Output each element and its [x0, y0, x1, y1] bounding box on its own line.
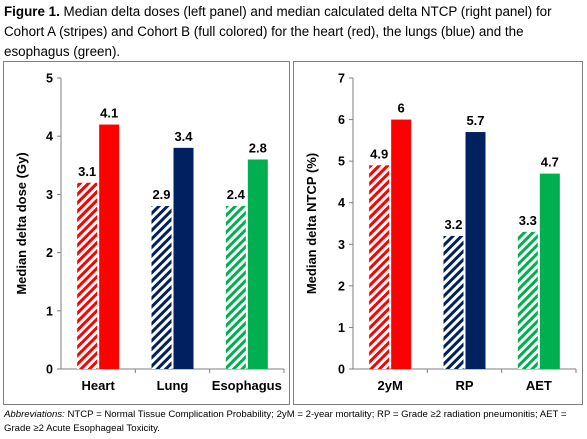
- caption-label: Figure 1.: [4, 4, 60, 19]
- footnote-label: Abbreviations:: [4, 409, 65, 420]
- y-tick-label: 0: [338, 363, 345, 377]
- bar-cohort-b: [465, 132, 486, 369]
- delta-ntcp-chart: Median delta NTCP (%) 0 1 2 3 4 5 6 7 2yM 4.9 6 RP 3.…: [304, 72, 577, 393]
- y-tick-label: 3: [338, 238, 345, 252]
- y-tick-label: 4: [46, 130, 53, 144]
- x-tick-label: RP: [455, 378, 473, 393]
- bar-cohort-a: [443, 235, 464, 369]
- y-tick-label: 3: [46, 188, 53, 202]
- bar-cohort-a: [517, 231, 538, 369]
- bar-cohort-b: [247, 159, 268, 369]
- x-tick-label: AET: [526, 378, 552, 393]
- bar-cohort-b: [391, 119, 412, 369]
- figure-panels: Median delta dose (Gy) 0 1 2 3 4 5 Heart 3.1 4.1 L…: [3, 61, 583, 405]
- footnote: Abbreviations: NTCP = Normal Tissue Comp…: [4, 408, 584, 436]
- x-tick-label: Esophagus: [212, 378, 282, 393]
- left-panel: Median delta dose (Gy) 0 1 2 3 4 5 Heart 3.1 4.1 L…: [3, 61, 290, 405]
- x-tick-label: Lung: [157, 378, 189, 393]
- data-label: 3.2: [444, 217, 462, 232]
- data-label: 2.8: [249, 140, 267, 155]
- x-tick-label: 2yM: [378, 378, 403, 393]
- data-label: 5.7: [466, 113, 484, 128]
- data-label: 4.1: [100, 106, 118, 121]
- bar-cohort-a: [225, 206, 246, 369]
- data-label: 2.4: [227, 187, 246, 202]
- y-axis-label: Median delta dose (Gy): [14, 152, 29, 294]
- x-tick-label: Heart: [82, 378, 116, 393]
- data-label: 4.7: [541, 155, 559, 170]
- bar-cohort-a: [77, 182, 98, 369]
- bar-cohort-b: [99, 124, 120, 369]
- y-tick-label: 2: [338, 279, 345, 293]
- figure-caption: Figure 1. Median delta doses (left panel…: [4, 2, 584, 62]
- data-label: 6: [398, 101, 405, 116]
- data-label: 3.1: [78, 164, 96, 179]
- data-label: 3.3: [519, 213, 537, 228]
- y-tick-label: 5: [46, 72, 53, 86]
- y-tick-label: 5: [338, 155, 345, 169]
- data-label: 3.4: [174, 129, 193, 144]
- bar-cohort-a: [151, 206, 172, 369]
- y-tick-label: 7: [338, 72, 345, 86]
- y-tick-label: 2: [46, 246, 53, 260]
- delta-dose-chart: Median delta dose (Gy) 0 1 2 3 4 5 Heart 3.1 4.1 L…: [14, 72, 285, 393]
- y-tick-label: 6: [338, 113, 345, 127]
- data-label: 4.9: [370, 146, 388, 161]
- bar-cohort-b: [173, 147, 194, 369]
- y-tick-label: 4: [338, 196, 345, 210]
- bar-cohort-a: [369, 165, 390, 369]
- y-tick-label: 1: [338, 321, 345, 335]
- right-panel: Median delta NTCP (%) 0 1 2 3 4 5 6 7 2yM 4.9 6 RP 3.…: [293, 61, 583, 405]
- caption-text: Median delta doses (left panel) and medi…: [4, 4, 552, 59]
- footnote-text: NTCP = Normal Tissue Complication Probab…: [4, 409, 567, 434]
- bar-cohort-b: [539, 173, 560, 369]
- y-tick-label: 1: [46, 304, 53, 318]
- y-axis-label: Median delta NTCP (%): [304, 153, 319, 294]
- y-tick-label: 0: [46, 363, 53, 377]
- data-label: 2.9: [152, 187, 170, 202]
